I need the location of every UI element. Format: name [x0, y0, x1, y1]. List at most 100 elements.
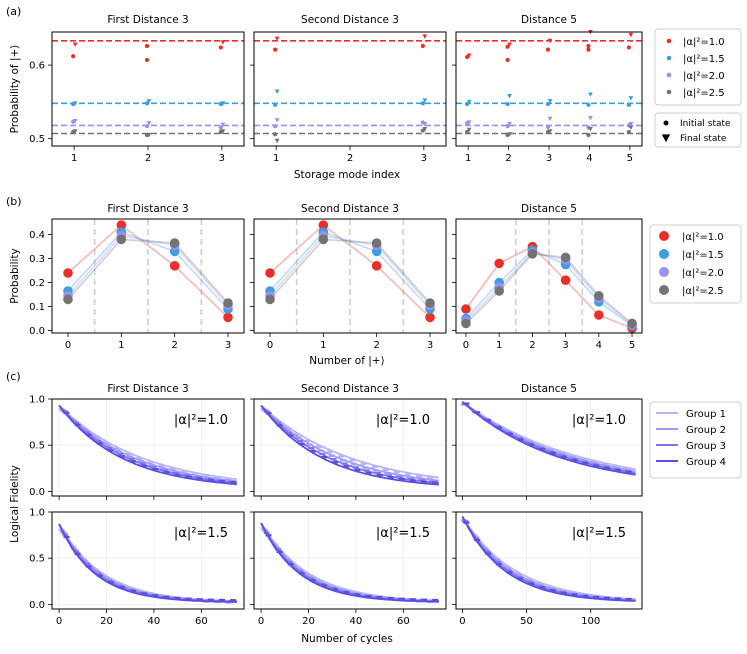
panel-b-point — [63, 268, 73, 278]
panel-a-subplot-title: First Distance 3 — [107, 14, 188, 26]
panel-c-fit-line — [58, 404, 237, 486]
panel-c-alpha-annotation: |α|²=1.5 — [572, 526, 626, 541]
panel-a-frame — [51, 31, 245, 147]
panel-c-ytick-label: 0.0 — [29, 600, 45, 611]
panel-a-final-point — [628, 121, 634, 127]
panel-c-subplot-r2c3: 0 50 100 |α|²=1.5 — [452, 511, 643, 627]
panel-a-initial-point — [505, 124, 510, 129]
panel-b-ytick-label: 0.0 — [29, 326, 45, 337]
panel-c-alpha-annotation: |α|²=1.5 — [174, 526, 228, 541]
panel-c-subplot-r2c2: 0 20 40 60 |α|²=1.5 — [250, 511, 447, 627]
panel-b-xtick-label: 3 — [562, 340, 568, 351]
panel-a-ytick-label: 0.6 — [29, 61, 45, 72]
panel-a-initial-point — [505, 101, 510, 107]
panel-b-legend-marker — [659, 285, 669, 295]
panel-b-xtick-label: 0 — [267, 340, 273, 351]
panel-a-final-point — [628, 96, 634, 101]
panel-a-xtick-label: 2 — [145, 153, 151, 164]
panel-c-xtick-label: 0 — [56, 616, 62, 627]
panel-b-series-line — [67, 223, 229, 318]
panel-c-xlabel: Number of cycles — [301, 633, 393, 645]
panel-b-frame — [51, 218, 245, 334]
panel-a-legend-label: |α|²=2.5 — [683, 88, 725, 99]
panel-a-final-point — [422, 98, 428, 103]
panel-c-legend-label: Group 1 — [686, 409, 726, 420]
panel-a-final-point — [220, 122, 226, 128]
panel-c-subplot-title: First Distance 3 — [107, 383, 188, 395]
panel-a-xtick-label: 3 — [546, 153, 552, 164]
panel-b-point — [169, 238, 180, 248]
panel-a-xtick-label: 1 — [71, 153, 77, 164]
panel-b-series-line — [67, 231, 229, 310]
panel-b-point — [318, 234, 329, 245]
panel-a-initial-point — [144, 57, 150, 63]
panel-a-initial-point — [586, 102, 591, 107]
panel-a-final-point — [72, 129, 78, 134]
panel-a-initial-point — [273, 47, 278, 52]
panel-b-xtick-label: 0 — [463, 340, 469, 351]
panel-b-ytick-label: 0.2 — [29, 278, 45, 289]
panel-b-legend-label: |α|²=1.0 — [682, 232, 724, 243]
panel-b-ytick-label: 0.4 — [29, 230, 45, 241]
panel-c-frame — [253, 511, 447, 610]
panel-b-legend-marker — [659, 231, 669, 241]
panel-a-initial-point — [71, 54, 76, 59]
panel-c-frame — [455, 511, 643, 610]
panel-c-fit-line — [58, 404, 237, 481]
panel-c-ylabel: Logical Fidelity — [9, 465, 21, 543]
panel-b-xtick-label: 2 — [373, 340, 379, 351]
panel-a-final-point — [220, 129, 226, 134]
panel-b-point — [461, 304, 471, 314]
panel-b-series-line — [269, 234, 431, 306]
panel-b-series-line — [269, 231, 431, 310]
panel-a-final-point — [274, 138, 280, 144]
panel-c-subplot-r1c2: Second Distance 3 |α|²=1.0 — [250, 383, 447, 500]
panel-b-point — [169, 261, 180, 271]
panel-a-final-point — [146, 99, 152, 104]
panel-a-legend-label: |α|²=1.0 — [683, 37, 725, 48]
panel-a-final-point — [274, 36, 280, 42]
panel-a-initial-point — [505, 57, 510, 63]
panel-a-xtick-label: 3 — [421, 153, 427, 164]
panel-a-final-point — [547, 116, 553, 122]
panel-a-final-point — [466, 99, 472, 105]
panel-b-subplot-title: Second Distance 3 — [301, 203, 399, 215]
panel-b-point — [494, 286, 504, 296]
panel-a-initial-point — [545, 101, 551, 107]
panel-c-alpha-annotation: |α|²=1.0 — [174, 413, 228, 428]
panel-a-final-point — [588, 127, 593, 132]
panel-a-final-point — [274, 118, 280, 123]
panel-a-xlabel: Storage mode index — [294, 169, 400, 181]
panel-c-subplot-title: Second Distance 3 — [301, 383, 399, 395]
panel-b-point — [371, 261, 382, 271]
panel-c-fit-line — [461, 401, 636, 476]
panel-b-point — [527, 249, 538, 259]
panel-a-initial-point — [465, 101, 470, 107]
panel-b-point — [425, 312, 435, 323]
panel-a-final-point — [507, 132, 512, 137]
panel-c-legend: Group 1 Group 2 Group 3 Group 4 — [649, 401, 742, 479]
panel-a-final-point — [588, 116, 593, 121]
panel-a-initial-point — [144, 101, 150, 106]
panel-b-series-line — [269, 238, 431, 304]
panel-b-subplot-title: First Distance 3 — [107, 203, 188, 215]
panel-a-xtick-label: 1 — [273, 153, 279, 164]
panel-b-series-line — [465, 251, 633, 326]
panel-a-legend-marker — [666, 72, 672, 78]
panel-c-ytick-label: 1.0 — [29, 395, 45, 406]
panel-a-initial-point — [505, 44, 510, 49]
panel-a-subplot-2: Second Distance 3 1 2 3 — [250, 14, 447, 164]
panel-c-xtick-label: 20 — [100, 616, 113, 627]
panel-b-series-line — [67, 234, 229, 306]
panel-a-final-point — [422, 34, 428, 39]
panel-a-subplot-title: Second Distance 3 — [301, 14, 399, 26]
panel-b-ytick-label: 0.3 — [29, 254, 45, 265]
panel-a-final-point — [220, 40, 226, 45]
panel-a-final-point — [628, 125, 634, 131]
panel-c-ytick-label: 1.0 — [29, 508, 45, 519]
panel-b-xtick-label: 2 — [171, 340, 177, 351]
panel-a-initial-point — [273, 132, 278, 137]
panel-a-series-legend: |α|²=1.0 |α|²=1.5 |α|²=2.0 |α|²=2.5 — [654, 28, 742, 106]
panel-c-ytick-label: 0.0 — [29, 487, 45, 498]
panel-a-legend-box — [654, 28, 742, 106]
